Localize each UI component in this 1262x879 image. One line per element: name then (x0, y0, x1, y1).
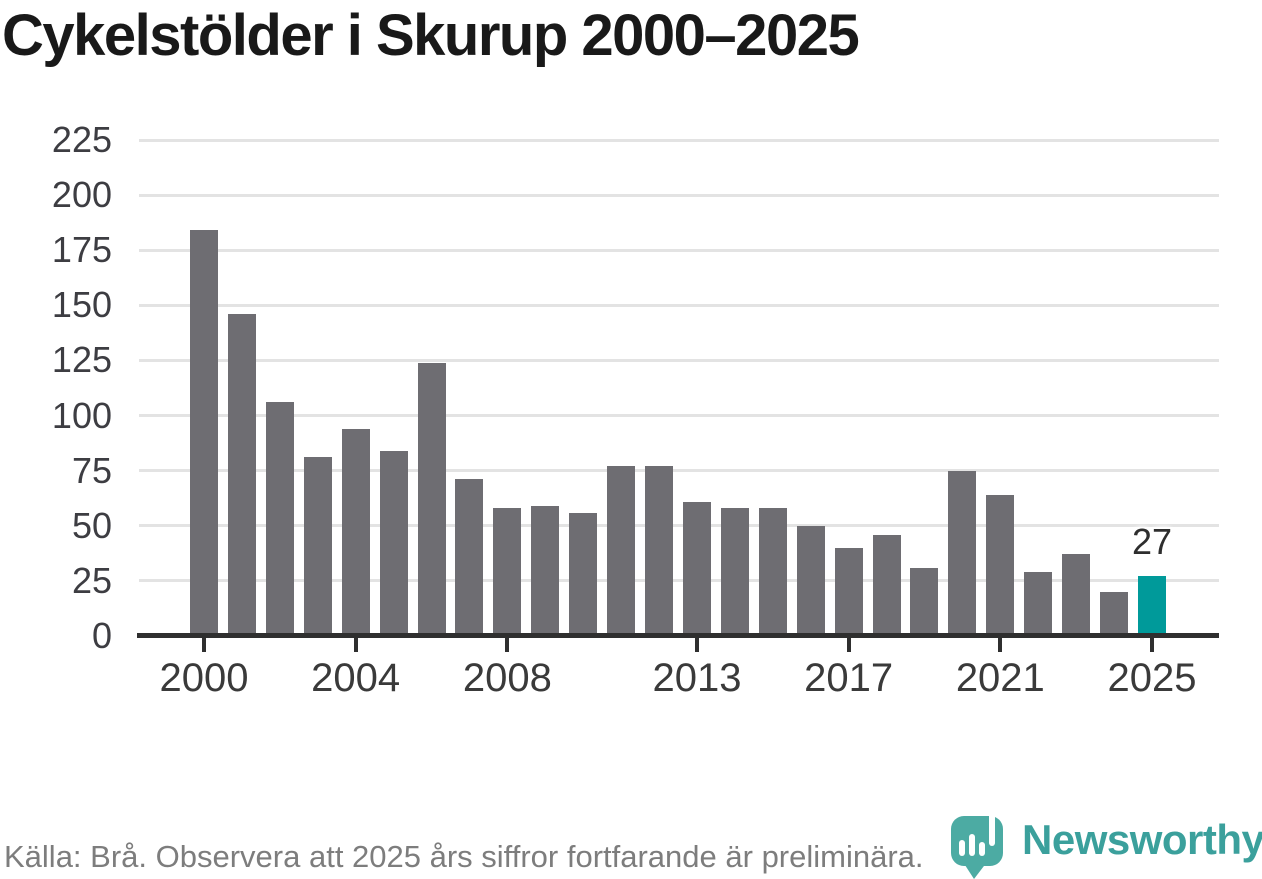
gridline (139, 579, 1219, 583)
source-note: Källa: Brå. Observera att 2025 års siffr… (4, 839, 924, 874)
x-axis-tick-label: 2004 (311, 656, 401, 700)
gridline (139, 193, 1219, 197)
x-axis-tick (1150, 638, 1154, 652)
newsworthy-branding: Newsworthy (948, 808, 1262, 879)
bar-2017 (834, 547, 863, 636)
bar-2007 (455, 479, 484, 636)
bar-2016 (796, 525, 825, 636)
bar-2002 (265, 402, 294, 636)
gridline (139, 414, 1219, 418)
x-axis-tick-label: 2008 (462, 656, 552, 700)
bar-2020 (948, 470, 977, 636)
bar-2012 (645, 466, 674, 636)
bar-2000 (190, 230, 218, 636)
x-axis-tick (846, 638, 851, 652)
y-axis-tick-label: 175 (51, 229, 112, 271)
bar-2018 (872, 534, 901, 636)
bar-2011 (607, 466, 636, 636)
bar-2003 (303, 457, 332, 636)
y-axis-tick-label: 50 (71, 504, 112, 546)
x-axis-line (137, 633, 1219, 638)
x-axis-tick (694, 638, 699, 652)
newsworthy-wordmark: Newsworthy (1022, 816, 1262, 863)
chart-title: Cykelstölder i Skurup 2000–2025 (2, 3, 860, 68)
x-axis-tick-label: 2021 (955, 656, 1045, 700)
y-axis-tick-label: 125 (51, 339, 112, 381)
newsworthy-logo-icon (951, 810, 1003, 879)
gridline (139, 358, 1219, 362)
bar-2022 (1024, 572, 1053, 636)
bar-2013 (682, 501, 711, 636)
bar-2008 (493, 508, 522, 636)
bar-2009 (531, 505, 560, 636)
x-axis-tick (998, 638, 1003, 652)
gridline (139, 248, 1219, 252)
x-axis-tick-label: 2025 (1107, 656, 1197, 700)
bar-2006 (417, 362, 446, 636)
highlight-value-label: 27 (1131, 521, 1173, 563)
bar-2024 (1100, 591, 1129, 636)
x-axis-tick (505, 638, 510, 652)
y-axis-tick-label: 100 (51, 394, 112, 436)
bar-2004 (341, 428, 370, 636)
bar-2023 (1062, 554, 1091, 636)
gridline (139, 524, 1219, 528)
bar-2015 (758, 508, 787, 636)
x-axis-tick-label: 2000 (159, 656, 249, 700)
y-axis-tick-label: 25 (71, 559, 112, 601)
gridline (139, 303, 1219, 307)
y-axis-tick-label: 225 (51, 119, 112, 160)
bar-2010 (569, 512, 598, 636)
x-axis-tick-label: 2017 (804, 656, 894, 700)
y-axis-tick-label: 150 (51, 284, 112, 326)
y-axis-tick-label: 200 (51, 174, 112, 216)
x-axis-tick-label: 2013 (652, 656, 742, 700)
x-axis-tick (202, 638, 206, 652)
bar-2005 (379, 450, 408, 636)
x-axis-tick (353, 638, 358, 652)
bar-2021 (986, 494, 1015, 636)
bar-2014 (720, 508, 749, 636)
y-axis-tick-label: 75 (71, 449, 112, 491)
bar-2019 (910, 567, 939, 636)
bar-2025 (1138, 576, 1166, 636)
gridline (139, 469, 1219, 473)
y-axis-tick-label: 0 (91, 615, 112, 656)
bar-2001 (227, 314, 256, 636)
gridline (139, 138, 1219, 142)
